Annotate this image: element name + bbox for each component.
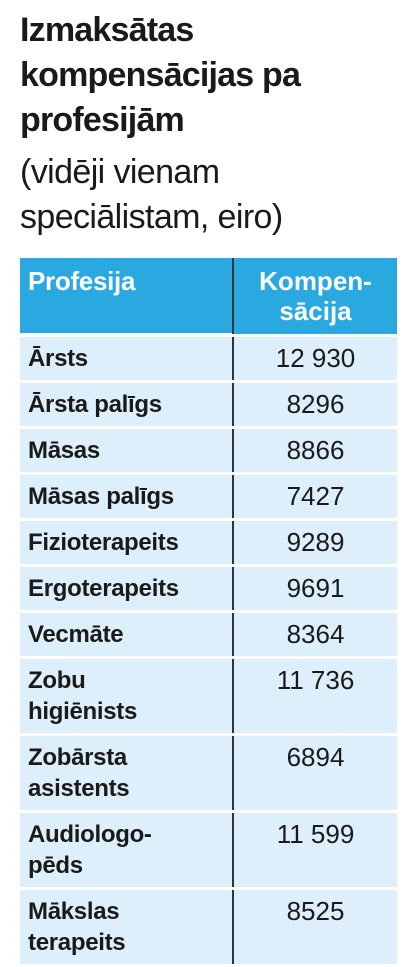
table: Profesija Kompen- sācija Ārsts 12 930 Ārst… (20, 258, 397, 967)
profession-cell: Audiologo- pēds (20, 813, 232, 887)
table-row: Vecmāte 8364 (20, 613, 397, 656)
value-cell: 8364 (232, 613, 397, 656)
subtitle: (vidēji vienam speciālistam, eiro) (20, 153, 283, 236)
title: Izmaksātas kompensācijas pa profesijām (20, 11, 301, 139)
profession-cell: Ārsta palīgs (20, 383, 232, 426)
profession-cell: Vecmāte (20, 613, 232, 656)
value-cell: 8525 (232, 890, 397, 964)
profession-cell: Fizioterapeits (20, 521, 232, 564)
value-cell: 9289 (232, 521, 397, 564)
table-row: Ārsts 12 930 (20, 337, 397, 380)
value-cell: 11 736 (232, 659, 397, 733)
table-row: Zobārsta asistents 6894 (20, 736, 397, 810)
table-row: Zobu higiēnists 11 736 (20, 659, 397, 733)
header-cell: Kompen- sācija (232, 258, 397, 334)
value-cell: 11 599 (232, 813, 397, 887)
value-cell: 8866 (232, 429, 397, 472)
profession-cell: Zobārsta asistents (20, 736, 232, 810)
profession-cell: Ergoterapeits (20, 567, 232, 610)
profession-cell: Ārsts (20, 337, 232, 380)
header-row: Profesija Kompen- sācija (20, 258, 397, 334)
table-row: Māsas 8866 (20, 429, 397, 472)
table-row: Mākslas terapeits 8525 (20, 890, 397, 964)
profession-cell: Māsas (20, 429, 232, 472)
table-row: Ergoterapeits 9691 (20, 567, 397, 610)
table-row: Audiologo- pēds 11 599 (20, 813, 397, 887)
table-row: Māsas palīgs 7427 (20, 475, 397, 518)
profession-cell: Māsas palīgs (20, 475, 232, 518)
table-row: Ārsta palīgs 8296 (20, 383, 397, 426)
profession-cell: Mākslas terapeits (20, 890, 232, 964)
value-cell: 12 930 (232, 337, 397, 380)
profession-cell: Zobu higiēnists (20, 659, 232, 733)
table-row: Fizioterapeits 9289 (20, 521, 397, 564)
value-cell: 6894 (232, 736, 397, 810)
value-cell: 8296 (232, 383, 397, 426)
header-cell: Profesija (20, 258, 232, 333)
value-cell: 7427 (232, 475, 397, 518)
value-cell: 9691 (232, 567, 397, 610)
